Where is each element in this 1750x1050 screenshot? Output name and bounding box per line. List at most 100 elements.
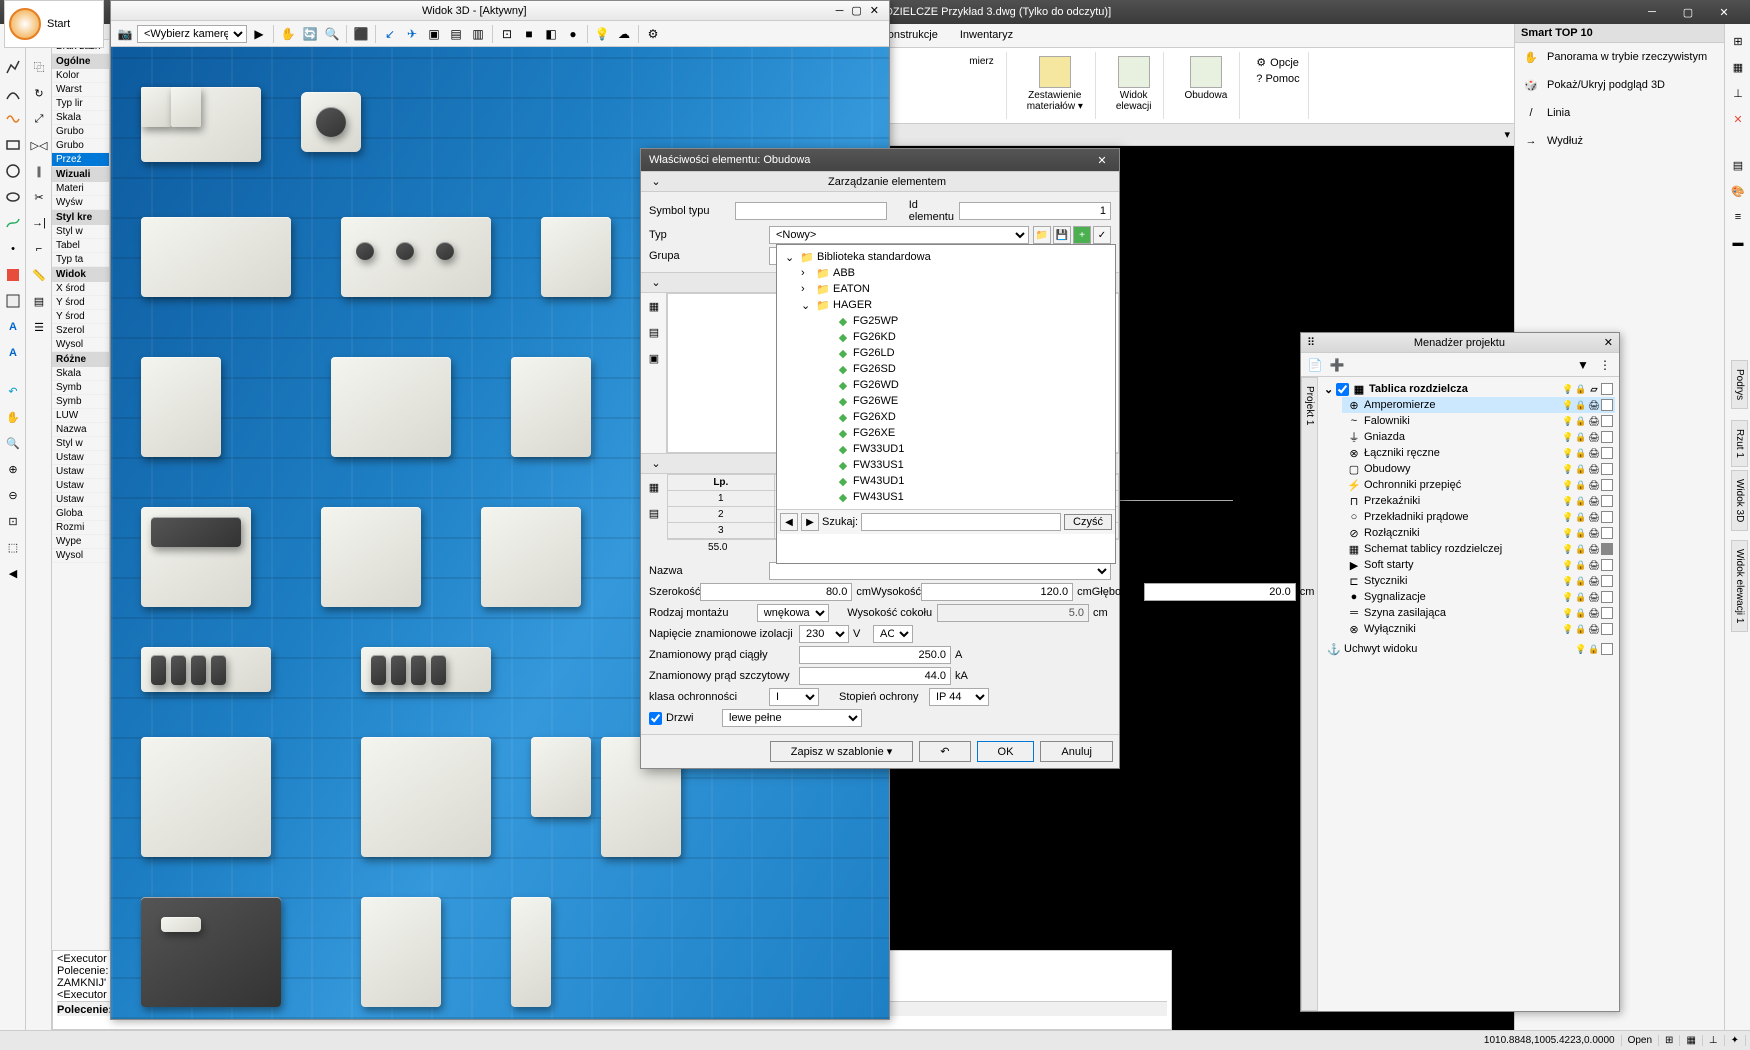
region-tool-icon[interactable] <box>1 289 25 313</box>
napiecie-select[interactable]: 230 <box>799 625 849 643</box>
props-row[interactable]: Y środ <box>52 310 109 324</box>
props-row[interactable]: Grubo <box>52 139 109 153</box>
props-section-ogolne[interactable]: Ogólne <box>52 54 109 69</box>
print-icon[interactable]: 🖨 <box>1588 575 1600 587</box>
smart-item[interactable]: ✋Panorama w trybie rzeczywistym <box>1515 43 1724 71</box>
smart-item[interactable]: →Wydłuż <box>1515 127 1724 155</box>
props-row[interactable]: Y środ <box>52 296 109 310</box>
prad-ciagly-input[interactable] <box>799 646 951 664</box>
color-swatch[interactable] <box>1601 463 1613 475</box>
props-section-widok[interactable]: Widok <box>52 267 109 282</box>
print-icon[interactable]: 🖨 <box>1588 559 1600 571</box>
rotate-tool-icon[interactable]: ↻ <box>27 81 51 105</box>
lock-icon[interactable]: 🔒 <box>1575 463 1587 475</box>
smart-item[interactable]: 🎲Pokaż/Ukryj podgląd 3D <box>1515 71 1724 99</box>
print-icon[interactable]: 🖨 <box>1588 447 1600 459</box>
proj-item[interactable]: ⊗Łączniki ręczne💡🔒🖨 <box>1342 445 1615 461</box>
status-grid-icon[interactable]: ▦ <box>1680 1035 1702 1046</box>
preview-view1-icon[interactable]: ▦ <box>642 294 666 318</box>
tree-leaf[interactable]: ◆FG26SD <box>829 361 1111 377</box>
print-icon[interactable]: 🖨 <box>1588 495 1600 507</box>
proj-mgr-close-icon[interactable]: ✕ <box>1604 336 1613 349</box>
widok-elewacji-button[interactable]: Widok elewacji <box>1110 54 1158 114</box>
tree-leaf[interactable]: ◆FG26LD <box>829 345 1111 361</box>
zoom-in-icon[interactable]: ⊕ <box>1 457 25 481</box>
proj-item[interactable]: ⊓Przekaźniki💡🔒🖨 <box>1342 493 1615 509</box>
props-row[interactable]: Symb <box>52 395 109 409</box>
view-iso-icon[interactable]: ✈ <box>402 24 422 44</box>
color-swatch[interactable] <box>1601 495 1613 507</box>
print-icon[interactable]: 🖨 <box>1588 399 1600 411</box>
layer-icon[interactable]: ▱ <box>1588 383 1600 395</box>
tree-leaf[interactable]: ◆FW43US1 <box>829 489 1111 505</box>
color-swatch[interactable] <box>1601 447 1613 459</box>
color-swatch[interactable] <box>1601 543 1613 555</box>
props-row[interactable]: Styl w <box>52 225 109 239</box>
props-row[interactable]: Skala <box>52 367 109 381</box>
view3d-titlebar[interactable]: Widok 3D - [Aktywny] ─ ▢ ✕ <box>111 1 889 21</box>
nazwa-select[interactable] <box>769 562 1111 580</box>
color-swatch[interactable] <box>1601 527 1613 539</box>
view3d-minimize-icon[interactable]: ─ <box>836 5 844 17</box>
view-front-icon[interactable]: ↙ <box>380 24 400 44</box>
print-icon[interactable]: 🖨 <box>1588 511 1600 523</box>
drzwi-checkbox[interactable] <box>649 712 662 725</box>
color-swatch[interactable] <box>1601 643 1613 655</box>
status-snap-icon[interactable]: ⊞ <box>1659 1035 1680 1046</box>
curve-tool-icon[interactable] <box>1 107 25 131</box>
zoom-tool-icon[interactable]: 🔍 <box>1 431 25 455</box>
rodzaj-select[interactable]: wnękowa <box>757 604 829 622</box>
table-view2-icon[interactable]: ▤ <box>642 501 666 525</box>
smart-item[interactable]: /Linia <box>1515 99 1724 127</box>
anuluj-button[interactable]: Anuluj <box>1040 741 1113 762</box>
tree-leaf[interactable]: ◆FG26XD <box>829 409 1111 425</box>
lock-icon[interactable]: 🔒 <box>1588 643 1600 655</box>
zoom-window-icon[interactable]: ⬚ <box>1 535 25 559</box>
lock-icon[interactable]: 🔒 <box>1575 591 1587 603</box>
proj-filter-icon[interactable]: ▼ <box>1573 355 1593 375</box>
props-row[interactable]: Grubo <box>52 125 109 139</box>
camera-icon[interactable]: 📷 <box>115 24 135 44</box>
props-row[interactable]: Tabel <box>52 239 109 253</box>
view-section-icon[interactable]: ▥ <box>468 24 488 44</box>
props-row[interactable]: Ustaw <box>52 479 109 493</box>
collapse-icon[interactable]: ⌄ <box>649 457 663 470</box>
czysc-button[interactable]: Czyść <box>1064 514 1112 530</box>
view3d-maximize-icon[interactable]: ▢ <box>851 4 861 17</box>
pan-icon[interactable]: ✋ <box>278 24 298 44</box>
layer-icon[interactable]: ▤ <box>1726 153 1750 177</box>
lock-icon[interactable]: 🔒 <box>1575 447 1587 459</box>
tree-folder-abb[interactable]: › 📁 ABB <box>797 265 1111 281</box>
stopien-select[interactable]: IP 44 <box>929 688 989 706</box>
proj-item[interactable]: ⊏Styczniki💡🔒🖨 <box>1342 573 1615 589</box>
props-row[interactable]: Wype <box>52 535 109 549</box>
close-button[interactable]: ✕ <box>1706 0 1742 24</box>
color-swatch[interactable] <box>1601 623 1613 635</box>
color-swatch[interactable] <box>1601 559 1613 571</box>
minimize-button[interactable]: ─ <box>1634 0 1670 24</box>
grid-icon[interactable]: ▦ <box>1726 55 1750 79</box>
measure-tool-icon[interactable]: 📏 <box>27 263 51 287</box>
color-swatch[interactable] <box>1601 399 1613 411</box>
status-ortho-icon[interactable]: ⊥ <box>1703 1035 1725 1046</box>
print-icon[interactable]: 🖨 <box>1588 543 1600 555</box>
symbol-typu-input[interactable] <box>735 202 887 220</box>
props-section-styl[interactable]: Styl kre <box>52 210 109 225</box>
props-row[interactable]: Wysol <box>52 549 109 563</box>
play-icon[interactable]: ▶ <box>249 24 269 44</box>
offset-tool-icon[interactable]: ∥ <box>27 159 51 183</box>
props-row[interactable]: Kolor <box>52 69 109 83</box>
bulb-icon[interactable]: 💡 <box>1562 463 1574 475</box>
lock-icon[interactable]: 🔒 <box>1575 559 1587 571</box>
proj-item[interactable]: ▦Schemat tablicy rozdzielczej💡🔒🖨 <box>1342 541 1615 557</box>
cokolu-input[interactable] <box>937 604 1089 622</box>
props-row[interactable]: X środ <box>52 282 109 296</box>
vtab-elewacja[interactable]: Widok elewacji 1 <box>1731 540 1748 632</box>
props-row[interactable]: Skala <box>52 111 109 125</box>
lock-icon[interactable]: 🔒 <box>1575 431 1587 443</box>
opcje-button[interactable]: ⚙Opcje <box>1254 54 1301 71</box>
lock-icon[interactable]: 🔒 <box>1575 415 1587 427</box>
klasa-select[interactable]: I <box>769 688 819 706</box>
vtab-podrys[interactable]: Podrys <box>1731 360 1748 409</box>
search-prev-icon[interactable]: ◀ <box>780 513 798 531</box>
